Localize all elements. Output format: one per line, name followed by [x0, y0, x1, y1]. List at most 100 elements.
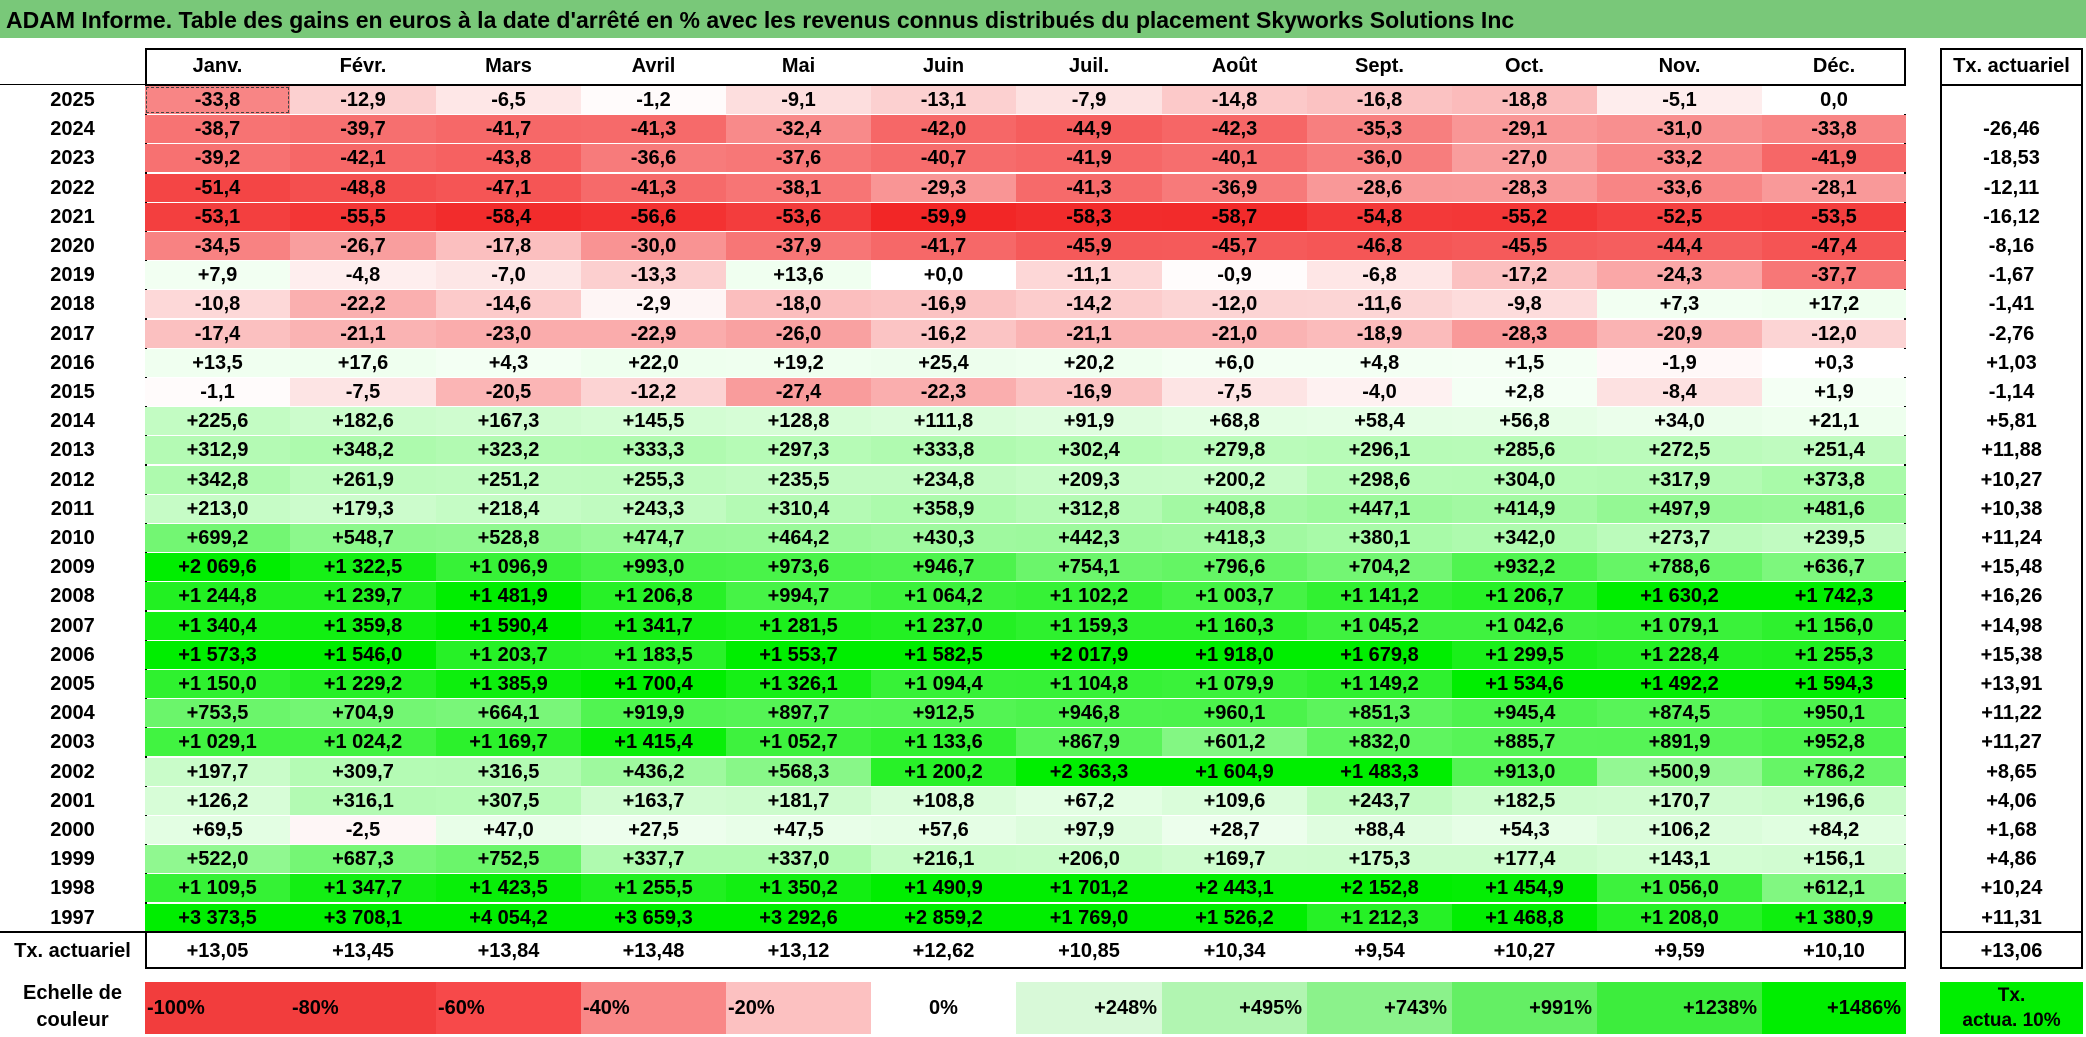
year-label: 2014 [50, 410, 95, 432]
return-cell: +786,2 [1762, 758, 1906, 786]
return-cell: +1 534,6 [1452, 670, 1597, 698]
return-cell: +704,9 [290, 699, 436, 727]
actuarial-scale-cell: Tx. actua. 10% [1940, 982, 2083, 1034]
return-cell: +1 573,3 [145, 641, 290, 669]
return-cell: -16,8 [1307, 86, 1452, 114]
return-cell: +497,9 [1597, 495, 1762, 523]
return-cell: -55,2 [1452, 203, 1597, 231]
return-cell: +0,0 [871, 261, 1016, 289]
return-cell: +225,6 [145, 407, 290, 435]
return-cell: -22,9 [581, 320, 726, 348]
return-cell: -33,6 [1597, 174, 1762, 202]
return-cell: +1 228,4 [1597, 641, 1762, 669]
return-cell: +699,2 [145, 524, 290, 552]
return-cell: +1 423,5 [436, 874, 581, 902]
return-cell: +636,7 [1762, 553, 1906, 581]
return-cell: +548,7 [290, 524, 436, 552]
return-cell: +7,3 [1597, 290, 1762, 318]
return-cell: +216,1 [871, 845, 1016, 873]
return-cell: +1 212,3 [1307, 904, 1452, 932]
return-cell: -28,1 [1762, 174, 1906, 202]
return-cell: -5,1 [1597, 86, 1762, 114]
return-cell: +1 454,9 [1452, 874, 1597, 902]
return-cell: +304,0 [1452, 466, 1597, 494]
actuarial-scale-line2: actua. 10% [1962, 1010, 2061, 1031]
return-cell: +1 701,2 [1016, 874, 1162, 902]
actuarial-column-frame [1940, 48, 2083, 969]
return-cell: -36,9 [1162, 174, 1307, 202]
return-cell: +2 443,1 [1162, 874, 1307, 902]
return-cell: -21,1 [1016, 320, 1162, 348]
return-cell: +1 359,8 [290, 612, 436, 640]
year-column-divider [0, 84, 145, 85]
return-cell: -26,0 [726, 320, 871, 348]
return-cell: -12,2 [581, 378, 726, 406]
return-cell: +169,7 [1162, 845, 1307, 873]
return-cell: +197,7 [145, 758, 290, 786]
actuarial-rate-cell: +15,48 [1980, 556, 2043, 578]
return-cell: +754,1 [1016, 553, 1162, 581]
return-cell: +1 340,4 [145, 612, 290, 640]
return-cell: -14,6 [436, 290, 581, 318]
return-cell: -37,7 [1762, 261, 1906, 289]
return-cell: +56,8 [1452, 407, 1597, 435]
return-cell: +91,9 [1016, 407, 1162, 435]
year-label: 2018 [50, 293, 95, 315]
return-cell: +109,6 [1162, 787, 1307, 815]
return-cell: -21,1 [290, 320, 436, 348]
color-scale-swatch: +495% [1162, 982, 1307, 1034]
return-cell: -6,5 [436, 86, 581, 114]
color-scale-label: Echelle de couleur [0, 980, 145, 1036]
color-scale-swatch: +1486% [1762, 982, 1906, 1034]
return-cell: +143,1 [1597, 845, 1762, 873]
return-cell: +272,5 [1597, 436, 1762, 464]
return-cell: +22,0 [581, 349, 726, 377]
actuarial-rate-cell: +10,24 [1980, 877, 2043, 899]
year-label: 2015 [50, 381, 95, 403]
return-cell: +67,2 [1016, 787, 1162, 815]
return-cell: +380,1 [1307, 524, 1452, 552]
summary-cell: +10,85 [1058, 940, 1120, 962]
color-scale-label-line2: couleur [36, 1009, 109, 1031]
return-cell: +1 255,3 [1762, 641, 1906, 669]
return-cell: -18,0 [726, 290, 871, 318]
return-cell: +1 052,7 [726, 728, 871, 756]
return-cell: +912,5 [871, 699, 1016, 727]
return-cell: +312,9 [145, 436, 290, 464]
month-header: Mai [781, 55, 816, 77]
return-cell: +47,0 [436, 816, 581, 844]
actuarial-rate-cell: -1,67 [1988, 264, 2035, 286]
return-cell: +1 203,7 [436, 641, 581, 669]
return-cell: +2 069,6 [145, 553, 290, 581]
return-cell: +333,8 [871, 436, 1016, 464]
return-cell: +297,3 [726, 436, 871, 464]
return-cell: -46,8 [1307, 232, 1452, 260]
return-cell: +358,9 [871, 495, 1016, 523]
actuarial-rate-cell: +16,26 [1980, 585, 2043, 607]
return-cell: -10,8 [145, 290, 290, 318]
return-cell: -21,0 [1162, 320, 1307, 348]
return-cell: -7,0 [436, 261, 581, 289]
return-cell: +1 769,0 [1016, 904, 1162, 932]
return-cell: -14,8 [1162, 86, 1307, 114]
month-header: Août [1211, 55, 1258, 77]
return-cell: -8,4 [1597, 378, 1762, 406]
return-cell: +1 104,8 [1016, 670, 1162, 698]
actuarial-rate-cell: -1,14 [1988, 381, 2035, 403]
return-cell: -40,7 [871, 144, 1016, 172]
return-cell: +126,2 [145, 787, 290, 815]
year-label: 2006 [50, 644, 95, 666]
color-scale-swatch: +743% [1307, 982, 1452, 1034]
return-cell: +373,8 [1762, 466, 1906, 494]
return-cell: +1 229,2 [290, 670, 436, 698]
return-cell: +430,3 [871, 524, 1016, 552]
return-cell: +418,3 [1162, 524, 1307, 552]
return-cell: +1 159,3 [1016, 612, 1162, 640]
year-label: 2017 [50, 323, 95, 345]
return-cell: +1 024,2 [290, 728, 436, 756]
return-cell: +1 056,0 [1597, 874, 1762, 902]
return-cell: -35,3 [1307, 115, 1452, 143]
return-cell: +474,7 [581, 524, 726, 552]
return-cell: +851,3 [1307, 699, 1452, 727]
month-header: Janv. [192, 55, 243, 77]
